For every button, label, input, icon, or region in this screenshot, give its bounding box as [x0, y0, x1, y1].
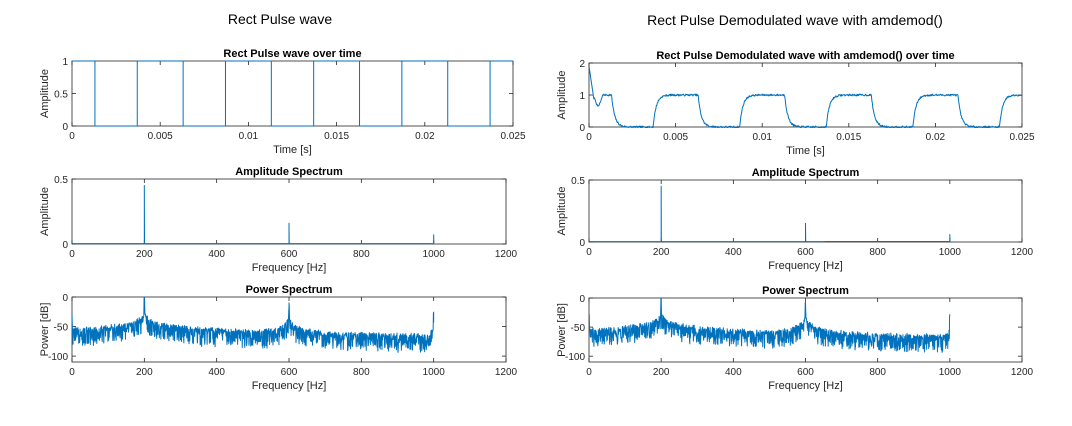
- y-tick-label: 0: [579, 294, 585, 305]
- x-tick-label: 0.01: [239, 131, 259, 142]
- x-tick-label: 0: [586, 247, 592, 258]
- y-tick-label: 0.5: [54, 175, 68, 186]
- x-tick-label: 0.02: [415, 131, 435, 142]
- x-tick-label: 0.015: [324, 131, 349, 142]
- x-tick-label: 200: [136, 249, 153, 260]
- y-tick-label: -100: [48, 352, 68, 363]
- y-tick-label: 0: [579, 123, 585, 134]
- x-tick-label: 200: [653, 247, 670, 258]
- x-tick-label: 1200: [495, 367, 518, 378]
- x-axis-label: Time [s]: [273, 144, 312, 156]
- x-axis-label: Frequency [Hz]: [768, 260, 843, 272]
- y-tick-label: 2: [579, 59, 585, 70]
- x-tick-label: 400: [208, 249, 225, 260]
- plots-group: Rect Pulse wave over time 0 0.005 0.01 0.015…: [39, 48, 1035, 392]
- x-tick-label: 1200: [495, 249, 518, 260]
- x-tick-label: 400: [208, 367, 225, 378]
- x-tick-label: 1000: [939, 247, 962, 258]
- y-tick-label: 0: [62, 293, 68, 304]
- y-tick-label: 0: [62, 240, 68, 251]
- x-tick-label: 600: [281, 367, 298, 378]
- x-tick-label: 200: [653, 367, 670, 378]
- x-tick-label: 1200: [1011, 247, 1034, 258]
- y-axis-label: Amplitude: [556, 71, 568, 120]
- y-tick-label: 0: [62, 122, 68, 133]
- x-tick-label: 1000: [939, 367, 962, 378]
- chart-title: Amplitude Spectrum: [752, 167, 860, 179]
- x-tick-label: 0.01: [752, 132, 772, 143]
- x-tick-label: 1000: [423, 249, 446, 260]
- x-tick-label: 0: [586, 367, 592, 378]
- chart-left-time: Rect Pulse wave over time 0 0.005 0.01 0.015…: [39, 48, 526, 156]
- x-axis-label: Frequency [Hz]: [768, 380, 843, 392]
- x-tick-label: 0.015: [836, 132, 861, 143]
- x-tick-label: 0: [69, 367, 75, 378]
- right-figure-title: Rect Pulse Demodulated wave with amdemod…: [647, 12, 943, 28]
- series-line: [72, 60, 513, 127]
- y-axis-label: Power [dB]: [39, 303, 51, 357]
- chart-title: Rect Pulse Demodulated wave with amdemod…: [656, 50, 954, 62]
- x-tick-label: 0: [69, 249, 75, 260]
- x-axis-label: Frequency [Hz]: [252, 380, 327, 392]
- y-tick-label: 1: [579, 91, 585, 102]
- y-axis-label: Amplitude: [39, 187, 51, 236]
- y-axis-label: Amplitude: [556, 187, 568, 236]
- chart-right-time: Rect Pulse Demodulated wave with amdemod…: [556, 50, 1035, 157]
- x-tick-label: 800: [353, 367, 370, 378]
- x-tick-label: 400: [725, 247, 742, 258]
- x-axis-label: Frequency [Hz]: [252, 262, 327, 274]
- x-tick-label: 1200: [1011, 367, 1034, 378]
- axes-box: [71, 60, 514, 127]
- x-tick-label: 600: [281, 249, 298, 260]
- y-tick-label: 1: [62, 57, 68, 68]
- x-tick-label: 0.005: [148, 131, 173, 142]
- chart-left-amp: Amplitude Spectrum 0 200 400 600 800 1000 1200 0…: [39, 166, 518, 274]
- x-tick-label: 800: [869, 247, 886, 258]
- x-tick-label: 1000: [423, 367, 446, 378]
- y-axis-label: Amplitude: [39, 69, 51, 118]
- series-line: [72, 296, 435, 353]
- x-tick-label: 0: [69, 131, 75, 142]
- x-tick-label: 0.025: [1009, 132, 1034, 143]
- x-tick-label: 400: [725, 367, 742, 378]
- x-axis-label: Time [s]: [786, 145, 825, 157]
- series-line: [589, 297, 951, 353]
- y-tick-label: 0.5: [571, 176, 585, 187]
- y-tick-label: 0: [579, 238, 585, 249]
- y-tick-label: -50: [54, 323, 69, 334]
- y-tick-label: -100: [565, 352, 585, 363]
- chart-right-amp: Amplitude Spectrum 0 200 400 600 800 1000 1200 0…: [556, 167, 1034, 272]
- y-tick-label: 0.5: [54, 90, 68, 101]
- chart-left-power: Power Spectrum 0 200 400 600 800 1000 1200 0 -50 -…: [39, 284, 518, 392]
- x-tick-label: 800: [869, 367, 886, 378]
- x-tick-label: 800: [353, 249, 370, 260]
- chart-title: Power Spectrum: [246, 284, 333, 296]
- series-line: [72, 185, 435, 245]
- x-tick-label: 600: [797, 367, 814, 378]
- series-line: [589, 185, 951, 243]
- x-tick-label: 0.025: [500, 131, 525, 142]
- chart-title: Amplitude Spectrum: [235, 166, 343, 178]
- x-tick-label: 0: [586, 132, 592, 143]
- x-tick-label: 600: [797, 247, 814, 258]
- left-figure-title: Rect Pulse wave: [228, 11, 332, 27]
- x-tick-label: 0.02: [926, 132, 946, 143]
- y-axis-label: Power [dB]: [556, 303, 568, 357]
- chart-title: Power Spectrum: [762, 285, 849, 297]
- y-tick-label: -50: [571, 323, 586, 334]
- x-tick-label: 200: [136, 367, 153, 378]
- chart-right-power: Power Spectrum 0 200 400 600 800 1000 1200 0 -50 -…: [556, 285, 1034, 392]
- series-line: [589, 66, 1022, 128]
- chart-title: Rect Pulse wave over time: [223, 48, 361, 60]
- x-tick-label: 0.005: [663, 132, 688, 143]
